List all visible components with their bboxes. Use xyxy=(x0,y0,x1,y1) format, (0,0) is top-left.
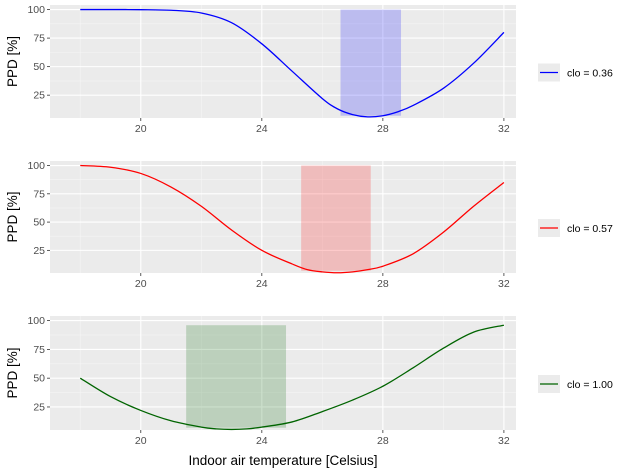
x-tick-label: 28 xyxy=(377,278,389,290)
x-axis-ticks: 20 24 28 32 xyxy=(135,118,510,135)
legend: clo = 1.00 xyxy=(538,375,613,393)
x-tick-label: 24 xyxy=(256,278,268,290)
y-tick-label: 75 xyxy=(33,188,45,200)
chart-panel-clo-100: 25 50 75 100 20 24 28 32 PPD [%] clo = 1.00 xyxy=(5,315,613,447)
chart-panel-clo-036: 25 50 75 100 20 24 28 32 PPD [%] clo = 0.36 xyxy=(5,4,613,135)
y-tick-label: 50 xyxy=(33,373,45,385)
y-axis-ticks: 25 50 75 100 xyxy=(27,4,50,102)
x-axis-ticks: 20 24 28 32 xyxy=(135,430,510,447)
y-tick-label: 50 xyxy=(33,217,45,229)
ppd-curve xyxy=(79,324,505,431)
minor-gridlines xyxy=(50,5,516,118)
legend-label: clo = 0.57 xyxy=(567,223,613,235)
x-tick-label: 28 xyxy=(377,123,389,135)
ppd-curve xyxy=(80,164,505,274)
x-tick-label: 20 xyxy=(135,123,147,135)
x-axis-ticks: 20 24 28 32 xyxy=(135,273,510,290)
y-tick-label: 25 xyxy=(33,401,45,413)
x-tick-label: 28 xyxy=(377,435,389,447)
y-tick-label: 75 xyxy=(33,33,45,45)
x-tick-label: 32 xyxy=(498,123,510,135)
x-axis-title: Indoor air temperature [Celsius] xyxy=(188,453,377,468)
y-tick-label: 50 xyxy=(33,61,45,73)
ppd-curve xyxy=(80,8,505,118)
comfort-band xyxy=(301,165,371,271)
y-tick-label: 100 xyxy=(27,160,45,172)
y-axis-title: PPD [%] xyxy=(5,36,20,87)
x-tick-label: 24 xyxy=(256,123,268,135)
y-axis-title: PPD [%] xyxy=(5,347,20,398)
x-tick-label: 24 xyxy=(256,435,268,447)
legend-label: clo = 1.00 xyxy=(567,379,613,391)
major-gridlines xyxy=(50,316,516,430)
major-gridlines xyxy=(50,161,516,273)
y-tick-label: 100 xyxy=(27,315,45,327)
y-axis-title: PPD [%] xyxy=(5,191,20,242)
y-axis-ticks: 25 50 75 100 xyxy=(27,315,50,413)
comfort-band xyxy=(186,325,287,428)
chart-panel-clo-057: 25 50 75 100 20 24 28 32 PPD [%] clo = 0.57 xyxy=(5,160,613,290)
x-tick-label: 32 xyxy=(498,435,510,447)
comfort-band xyxy=(340,9,402,116)
legend: clo = 0.36 xyxy=(538,63,613,82)
plot-background xyxy=(50,5,516,118)
minor-gridlines xyxy=(50,161,516,273)
y-axis-ticks: 25 50 75 100 xyxy=(27,160,50,257)
x-tick-label: 20 xyxy=(135,435,147,447)
legend: clo = 0.57 xyxy=(538,219,613,237)
y-tick-label: 25 xyxy=(33,245,45,257)
legend-label: clo = 0.36 xyxy=(567,68,613,80)
y-tick-label: 100 xyxy=(27,4,45,16)
y-tick-label: 25 xyxy=(33,90,45,102)
x-tick-label: 32 xyxy=(498,278,510,290)
x-tick-label: 20 xyxy=(135,278,147,290)
y-tick-label: 75 xyxy=(33,344,45,356)
plot-background xyxy=(50,161,516,273)
